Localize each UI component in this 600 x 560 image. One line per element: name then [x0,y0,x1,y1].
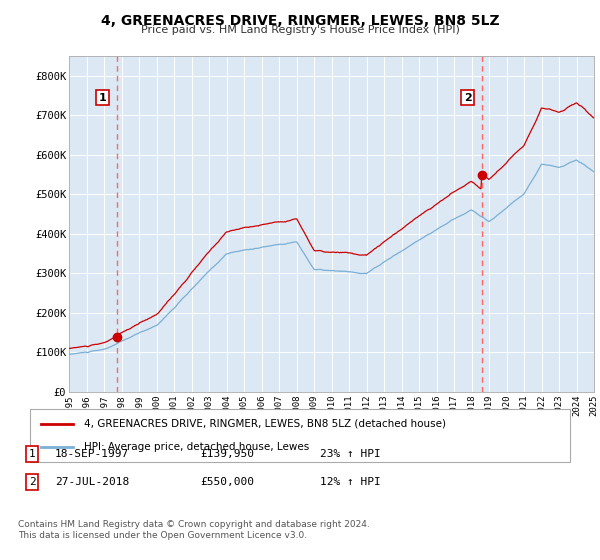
Text: 1: 1 [99,92,106,102]
Text: 2: 2 [464,92,472,102]
Text: Price paid vs. HM Land Registry's House Price Index (HPI): Price paid vs. HM Land Registry's House … [140,25,460,35]
Text: 4, GREENACRES DRIVE, RINGMER, LEWES, BN8 5LZ (detached house): 4, GREENACRES DRIVE, RINGMER, LEWES, BN8… [84,419,446,429]
Text: 1: 1 [29,449,35,459]
Text: HPI: Average price, detached house, Lewes: HPI: Average price, detached house, Lewe… [84,442,309,452]
Text: 2: 2 [29,477,35,487]
Text: 27-JUL-2018: 27-JUL-2018 [55,477,129,487]
Text: £139,950: £139,950 [200,449,254,459]
Text: 12% ↑ HPI: 12% ↑ HPI [320,477,381,487]
Text: 23% ↑ HPI: 23% ↑ HPI [320,449,381,459]
Text: £550,000: £550,000 [200,477,254,487]
Text: 18-SEP-1997: 18-SEP-1997 [55,449,129,459]
Text: 4, GREENACRES DRIVE, RINGMER, LEWES, BN8 5LZ: 4, GREENACRES DRIVE, RINGMER, LEWES, BN8… [101,14,499,28]
FancyBboxPatch shape [30,409,570,462]
Text: Contains HM Land Registry data © Crown copyright and database right 2024.
This d: Contains HM Land Registry data © Crown c… [18,520,370,540]
